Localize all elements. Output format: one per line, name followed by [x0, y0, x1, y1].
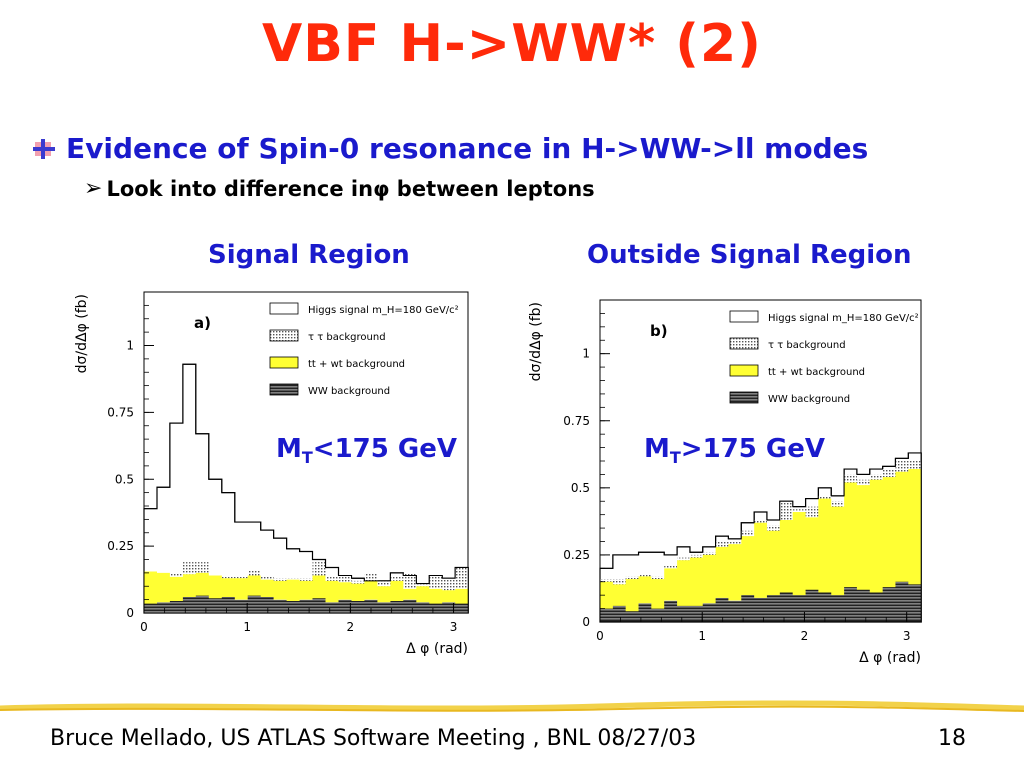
x-tick-label: 2 — [801, 629, 809, 643]
x-tick-label: 3 — [450, 620, 458, 634]
chart-outside-signal-region: 0 0.25 0.5 0.75 1 0 1 2 3 Δ φ (rad) dσ/dΔφ (fb) b) H… — [528, 299, 922, 666]
page-number: 18 — [938, 726, 966, 751]
legend-entry: Higgs signal m_H=180 GeV/c² — [308, 305, 459, 316]
legend-entry: WW background — [768, 394, 850, 405]
region-label-left: Signal Region — [208, 240, 410, 270]
series-total-outline — [143, 363, 469, 614]
x-tick-label: 0 — [140, 620, 148, 634]
bullet-2-phi: φ — [373, 176, 390, 201]
cut-label-left: MT<175 GeV — [276, 434, 458, 468]
x-axis-label: Δ φ (rad) — [406, 641, 468, 657]
series-ww-background — [144, 595, 469, 613]
region-label-right: Outside Signal Region — [587, 240, 912, 270]
bullet-2-text-b: between leptons — [389, 176, 595, 201]
footer-text: Bruce Mellado, US ATLAS Software Meeting… — [50, 726, 697, 751]
y-tick-label: 0.5 — [115, 472, 134, 486]
panel-label: b) — [650, 322, 668, 340]
x-tick-label: 3 — [903, 629, 911, 643]
y-axis-label: dσ/dΔφ (fb) — [74, 294, 90, 373]
arrow-bullet-icon: ➢ — [84, 176, 103, 201]
series-tautau-background — [144, 562, 469, 591]
legend-entry: tt + wt background — [768, 367, 865, 378]
legend-swatch — [729, 391, 759, 404]
chart-signal-region: 0 0.25 0.5 0.75 1 0 1 2 3 Δ φ (rad) dσ/dΔφ (fb) a) H… — [74, 291, 469, 657]
y-axis-label: dσ/dΔφ (fb) — [528, 302, 544, 381]
legend-swatch — [729, 310, 759, 323]
series-total-outline — [599, 452, 922, 623]
legend-entry: τ τ background — [308, 332, 386, 343]
bullet-2: ➢ Look into difference in φ between lept… — [84, 176, 595, 201]
legend-swatch — [729, 364, 759, 377]
legend-swatch — [729, 337, 759, 350]
y-tick-label: 1 — [126, 339, 134, 353]
legend-swatch — [269, 302, 299, 315]
bullet-1: Evidence of Spin-0 resonance in H->WW->l… — [32, 132, 868, 165]
x-tick-label: 2 — [347, 620, 355, 634]
y-tick-label: 0.25 — [107, 539, 134, 553]
bullet-square-icon — [32, 138, 56, 160]
bullet-1-text: Evidence of Spin-0 resonance in H->WW->l… — [66, 132, 869, 165]
y-tick-label: 1 — [582, 347, 590, 361]
x-tick-label: 1 — [243, 620, 251, 634]
slide-title: VBF H->WW* (2) — [262, 14, 762, 74]
x-tick-label: 0 — [596, 629, 604, 643]
legend-entry: τ τ background — [768, 340, 846, 351]
y-tick-label: 0.75 — [563, 414, 590, 428]
cut-label-right: MT>175 GeV — [644, 434, 826, 468]
series-ttbar-background — [600, 469, 922, 622]
x-tick-label: 1 — [698, 629, 706, 643]
bullet-2-text-a: Look into difference in — [106, 176, 374, 201]
x-axis-label: Δ φ (rad) — [859, 650, 921, 666]
y-tick-label: 0 — [126, 606, 134, 620]
legend-swatch — [269, 356, 299, 369]
legend-swatch — [269, 383, 299, 396]
y-tick-label: 0.75 — [107, 405, 134, 419]
legend-entry: WW background — [308, 386, 390, 397]
panel-label: a) — [194, 314, 211, 332]
legend-swatch — [269, 329, 299, 342]
legend-entry: tt + wt background — [308, 359, 405, 370]
y-tick-label: 0 — [582, 615, 590, 629]
series-ww-background — [600, 581, 922, 622]
y-tick-label: 0.25 — [563, 548, 590, 562]
y-tick-label: 0.5 — [571, 481, 590, 495]
series-tautau-background — [600, 461, 922, 585]
footer-divider — [0, 700, 1024, 712]
legend-entry: Higgs signal m_H=180 GeV/c² — [768, 313, 919, 324]
